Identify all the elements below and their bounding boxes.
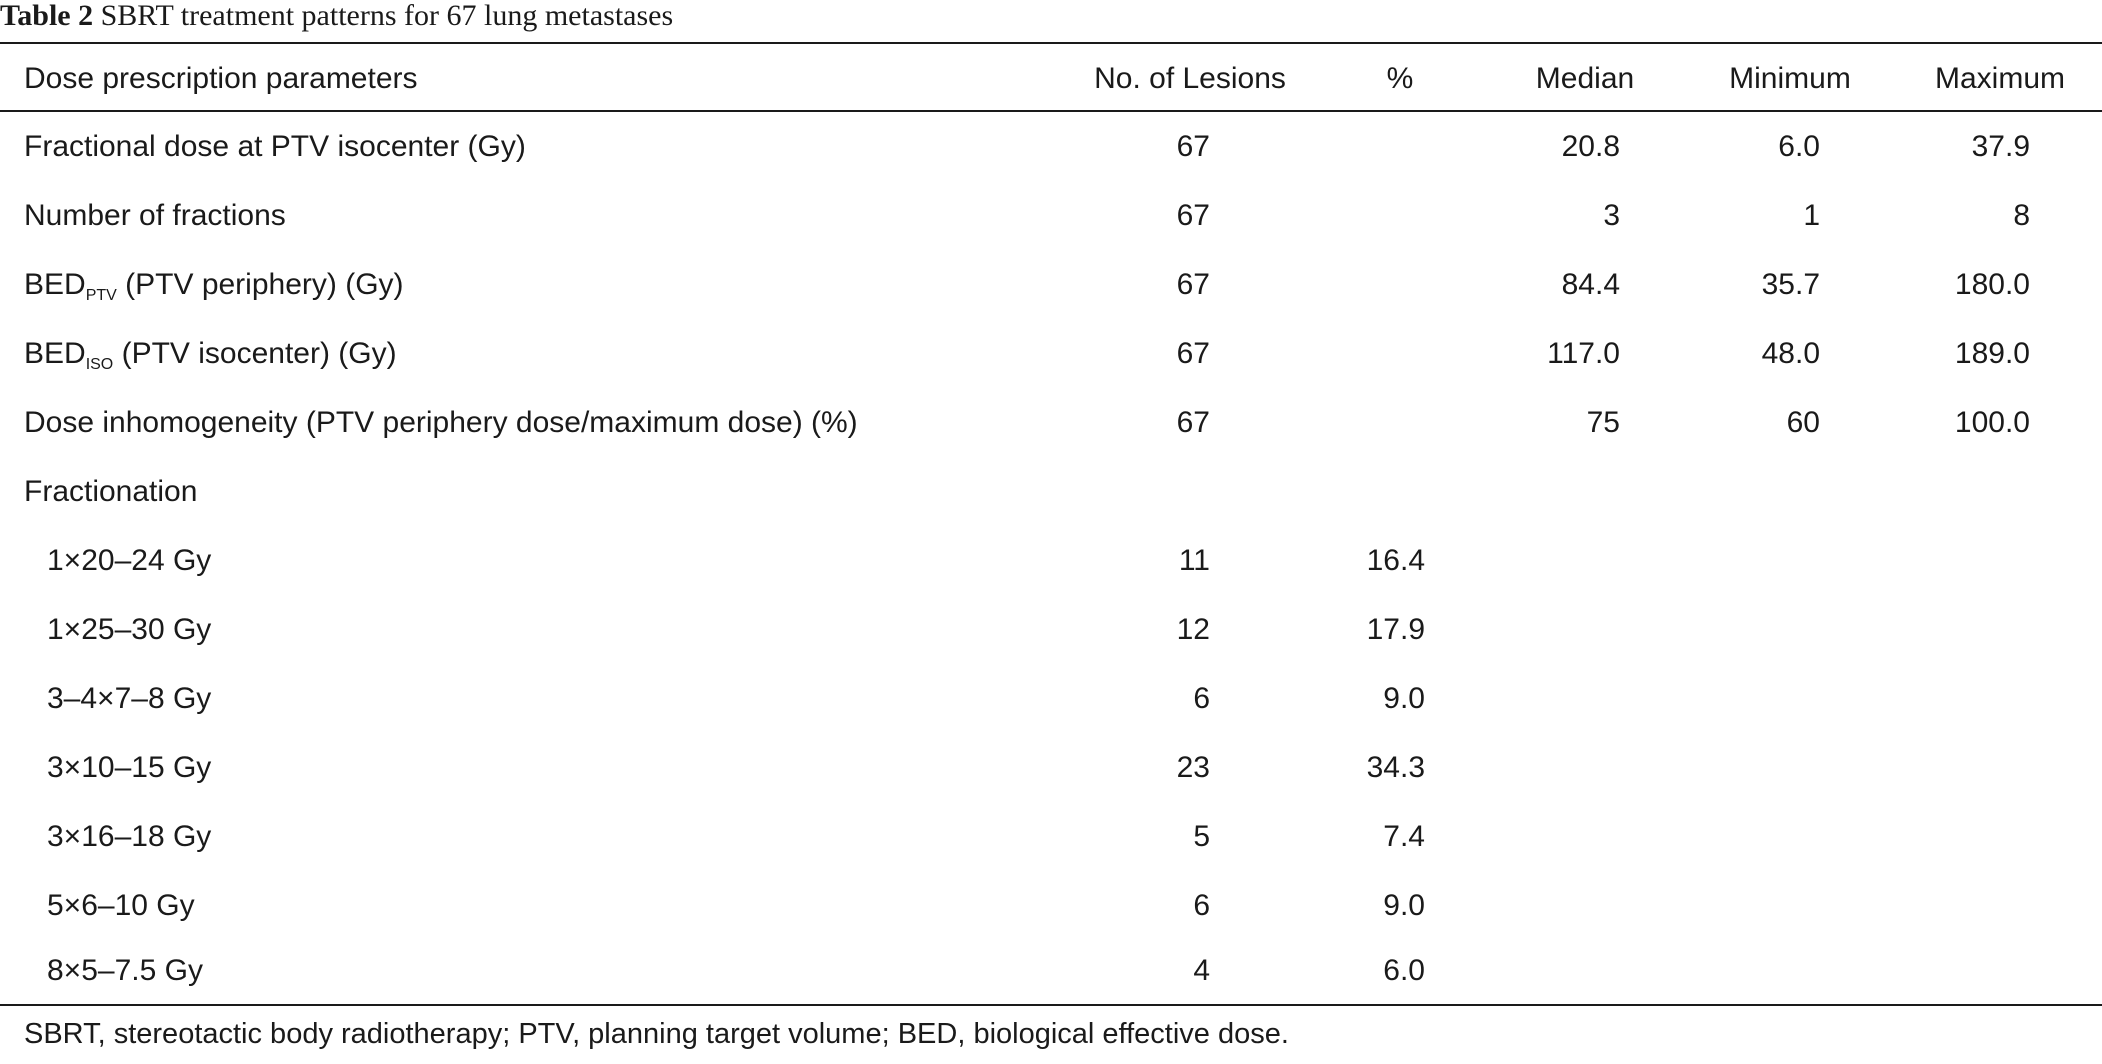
table-caption-label: Table 2 — [0, 0, 94, 32]
row-lesions: 6 — [1193, 682, 1210, 715]
row-lesions: 23 — [1176, 751, 1210, 784]
row-median: 84.4 — [1561, 268, 1620, 301]
row-maximum: 8 — [2013, 199, 2030, 232]
row-label: 8×5–7.5 Gy — [47, 954, 203, 987]
row-percent: 9.0 — [1383, 682, 1425, 715]
table-caption-text: SBRT treatment patterns for 67 lung meta… — [100, 0, 674, 32]
header-median: Median — [1535, 62, 1635, 95]
row-label: 1×25–30 Gy — [47, 613, 212, 646]
row-median: 117.0 — [1547, 337, 1620, 370]
row-label: 3–4×7–8 Gy — [47, 682, 212, 715]
row-lesions: 12 — [1176, 613, 1210, 646]
top-rule — [0, 42, 2102, 44]
row-label: 5×6–10 Gy — [47, 889, 195, 922]
row-label: 3×10–15 Gy — [47, 751, 212, 784]
row-label: BEDISO (PTV isocenter) (Gy) — [24, 319, 397, 388]
row-percent: 17.9 — [1366, 613, 1425, 646]
section-label-fractionation: Fractionation — [24, 475, 198, 508]
header-lesions: No. of Lesions — [1094, 62, 1286, 95]
row-minimum: 35.7 — [1761, 268, 1820, 301]
row-label: 1×20–24 Gy — [47, 544, 212, 577]
row-lesions: 5 — [1193, 820, 1210, 853]
row-median: 20.8 — [1561, 130, 1620, 163]
row-percent: 6.0 — [1383, 954, 1425, 987]
row-percent: 16.4 — [1366, 544, 1425, 577]
row-label: Dose inhomogeneity (PTV periphery dose/m… — [24, 406, 858, 439]
row-minimum: 60 — [1786, 406, 1820, 439]
bottom-rule — [0, 1004, 2102, 1006]
row-lesions: 4 — [1193, 954, 1210, 987]
row-label-rest: (PTV isocenter) (Gy) — [113, 337, 397, 370]
row-minimum: 48.0 — [1761, 337, 1820, 370]
row-label-subscript: PTV — [85, 287, 117, 304]
row-percent: 9.0 — [1383, 889, 1425, 922]
row-maximum: 189.0 — [1954, 337, 2030, 370]
row-label-rest: (PTV periphery) (Gy) — [116, 268, 404, 301]
row-label: Fractional dose at PTV isocenter (Gy) — [24, 130, 526, 163]
header-parameter: Dose prescription parameters — [24, 62, 418, 95]
header-rule — [0, 110, 2102, 112]
header-minimum: Minimum — [1729, 62, 1851, 95]
row-label-subscript: ISO — [85, 356, 114, 373]
row-minimum: 6.0 — [1778, 130, 1820, 163]
row-minimum: 1 — [1803, 199, 1820, 232]
row-label: BEDPTV (PTV periphery) (Gy) — [24, 250, 404, 319]
row-maximum: 100.0 — [1954, 406, 2030, 439]
row-label-main: BED — [24, 337, 86, 370]
table-footnote: SBRT, stereotactic body radiotherapy; PT… — [24, 1018, 1289, 1050]
row-lesions: 67 — [1176, 406, 1210, 439]
row-maximum: 37.9 — [1971, 130, 2030, 163]
row-percent: 7.4 — [1383, 820, 1425, 853]
row-label-main: BED — [24, 268, 86, 301]
row-percent: 34.3 — [1366, 751, 1425, 784]
row-lesions: 6 — [1193, 889, 1210, 922]
row-maximum: 180.0 — [1954, 268, 2030, 301]
row-label: 3×16–18 Gy — [47, 820, 212, 853]
row-lesions: 67 — [1176, 337, 1210, 370]
table-caption: Table 2 SBRT treatment patterns for 67 l… — [0, 0, 673, 40]
row-lesions: 67 — [1176, 130, 1210, 163]
header-percent: % — [1386, 62, 1414, 95]
header-maximum: Maximum — [1934, 62, 2065, 95]
row-median: 3 — [1603, 199, 1620, 232]
row-lesions: 11 — [1178, 544, 1210, 577]
row-lesions: 67 — [1176, 199, 1210, 232]
row-median: 75 — [1586, 406, 1620, 439]
row-label: Number of fractions — [24, 199, 286, 232]
row-lesions: 67 — [1176, 268, 1210, 301]
